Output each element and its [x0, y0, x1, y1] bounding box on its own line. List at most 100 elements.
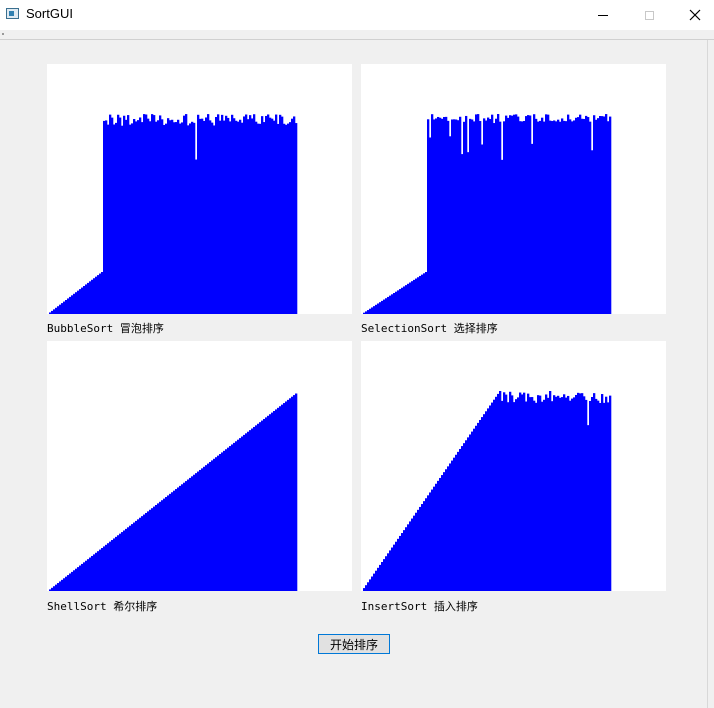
bar [561, 397, 564, 591]
bar [67, 575, 70, 591]
bar [271, 412, 274, 591]
bar [501, 400, 504, 591]
bar [535, 118, 538, 314]
bar [209, 120, 212, 314]
bar [123, 530, 126, 591]
bar [265, 417, 268, 591]
bar [609, 395, 612, 591]
bar [89, 557, 92, 591]
bar [57, 583, 60, 591]
bar [73, 293, 76, 314]
bar [533, 114, 536, 314]
bar [367, 310, 370, 314]
bar [369, 308, 372, 314]
bar [215, 457, 218, 591]
bar [423, 273, 426, 314]
bar [541, 117, 544, 314]
bar [149, 509, 152, 591]
bar [601, 394, 604, 591]
bar [291, 118, 294, 314]
bar [533, 400, 536, 591]
bar [97, 551, 100, 591]
maximize-button[interactable] [626, 0, 672, 30]
bar [485, 411, 488, 591]
bar [505, 394, 508, 591]
bar [569, 400, 572, 591]
bar [473, 121, 476, 314]
bar [451, 119, 454, 314]
bar [441, 118, 444, 314]
bar [405, 285, 408, 314]
bar [405, 527, 408, 591]
bubble-sort-chart [49, 114, 298, 314]
bar [529, 397, 532, 591]
minimize-button[interactable] [580, 0, 626, 30]
bar [481, 417, 484, 591]
bar [529, 115, 532, 314]
bar [459, 116, 462, 314]
close-icon [689, 9, 701, 21]
bar [147, 118, 150, 314]
bar [451, 460, 454, 591]
bar [431, 114, 434, 314]
bar [101, 548, 104, 591]
bar [213, 458, 216, 591]
bubble-sort-panel [47, 64, 352, 314]
title-bar: SortGUI [0, 0, 714, 30]
bar [227, 447, 230, 591]
bar [171, 492, 174, 591]
bar [295, 123, 298, 314]
bar [65, 300, 68, 314]
bar [439, 477, 442, 591]
bar [595, 398, 598, 591]
bar [393, 544, 396, 591]
bar [443, 472, 446, 591]
bar [565, 397, 568, 591]
bar [455, 454, 458, 591]
bar [253, 114, 256, 314]
bar [481, 144, 484, 314]
bar [269, 117, 272, 314]
bar [599, 402, 602, 591]
bar [397, 290, 400, 314]
bar [119, 117, 122, 314]
bar [263, 122, 266, 314]
bar [471, 119, 474, 314]
bar [115, 536, 118, 591]
bar [263, 418, 266, 591]
bar [195, 473, 198, 591]
bar [253, 426, 256, 591]
bar [277, 123, 280, 314]
bar [589, 400, 592, 591]
bar [443, 117, 446, 314]
window-title: SortGUI [26, 6, 73, 21]
bar [551, 401, 554, 591]
bar [393, 293, 396, 314]
bar [599, 116, 602, 314]
bar [509, 115, 512, 314]
bar [231, 444, 234, 591]
bar [277, 407, 280, 591]
bar [261, 116, 264, 314]
bar [605, 114, 608, 314]
bar [395, 541, 398, 591]
bar [435, 118, 438, 314]
start-sort-button[interactable]: 开始排序 [318, 634, 390, 654]
bar [141, 122, 144, 314]
bar [75, 568, 78, 591]
bar [133, 119, 136, 314]
bar [383, 299, 386, 314]
bar [541, 401, 544, 591]
bar [431, 489, 434, 591]
bar [199, 469, 202, 591]
bar [155, 121, 158, 314]
close-button[interactable] [672, 0, 714, 30]
bar [107, 543, 110, 591]
bar [417, 277, 420, 314]
bar [267, 415, 270, 591]
bar [527, 115, 530, 314]
bar [547, 397, 550, 591]
bar [509, 391, 512, 591]
bar [557, 395, 560, 591]
bar [387, 296, 390, 314]
